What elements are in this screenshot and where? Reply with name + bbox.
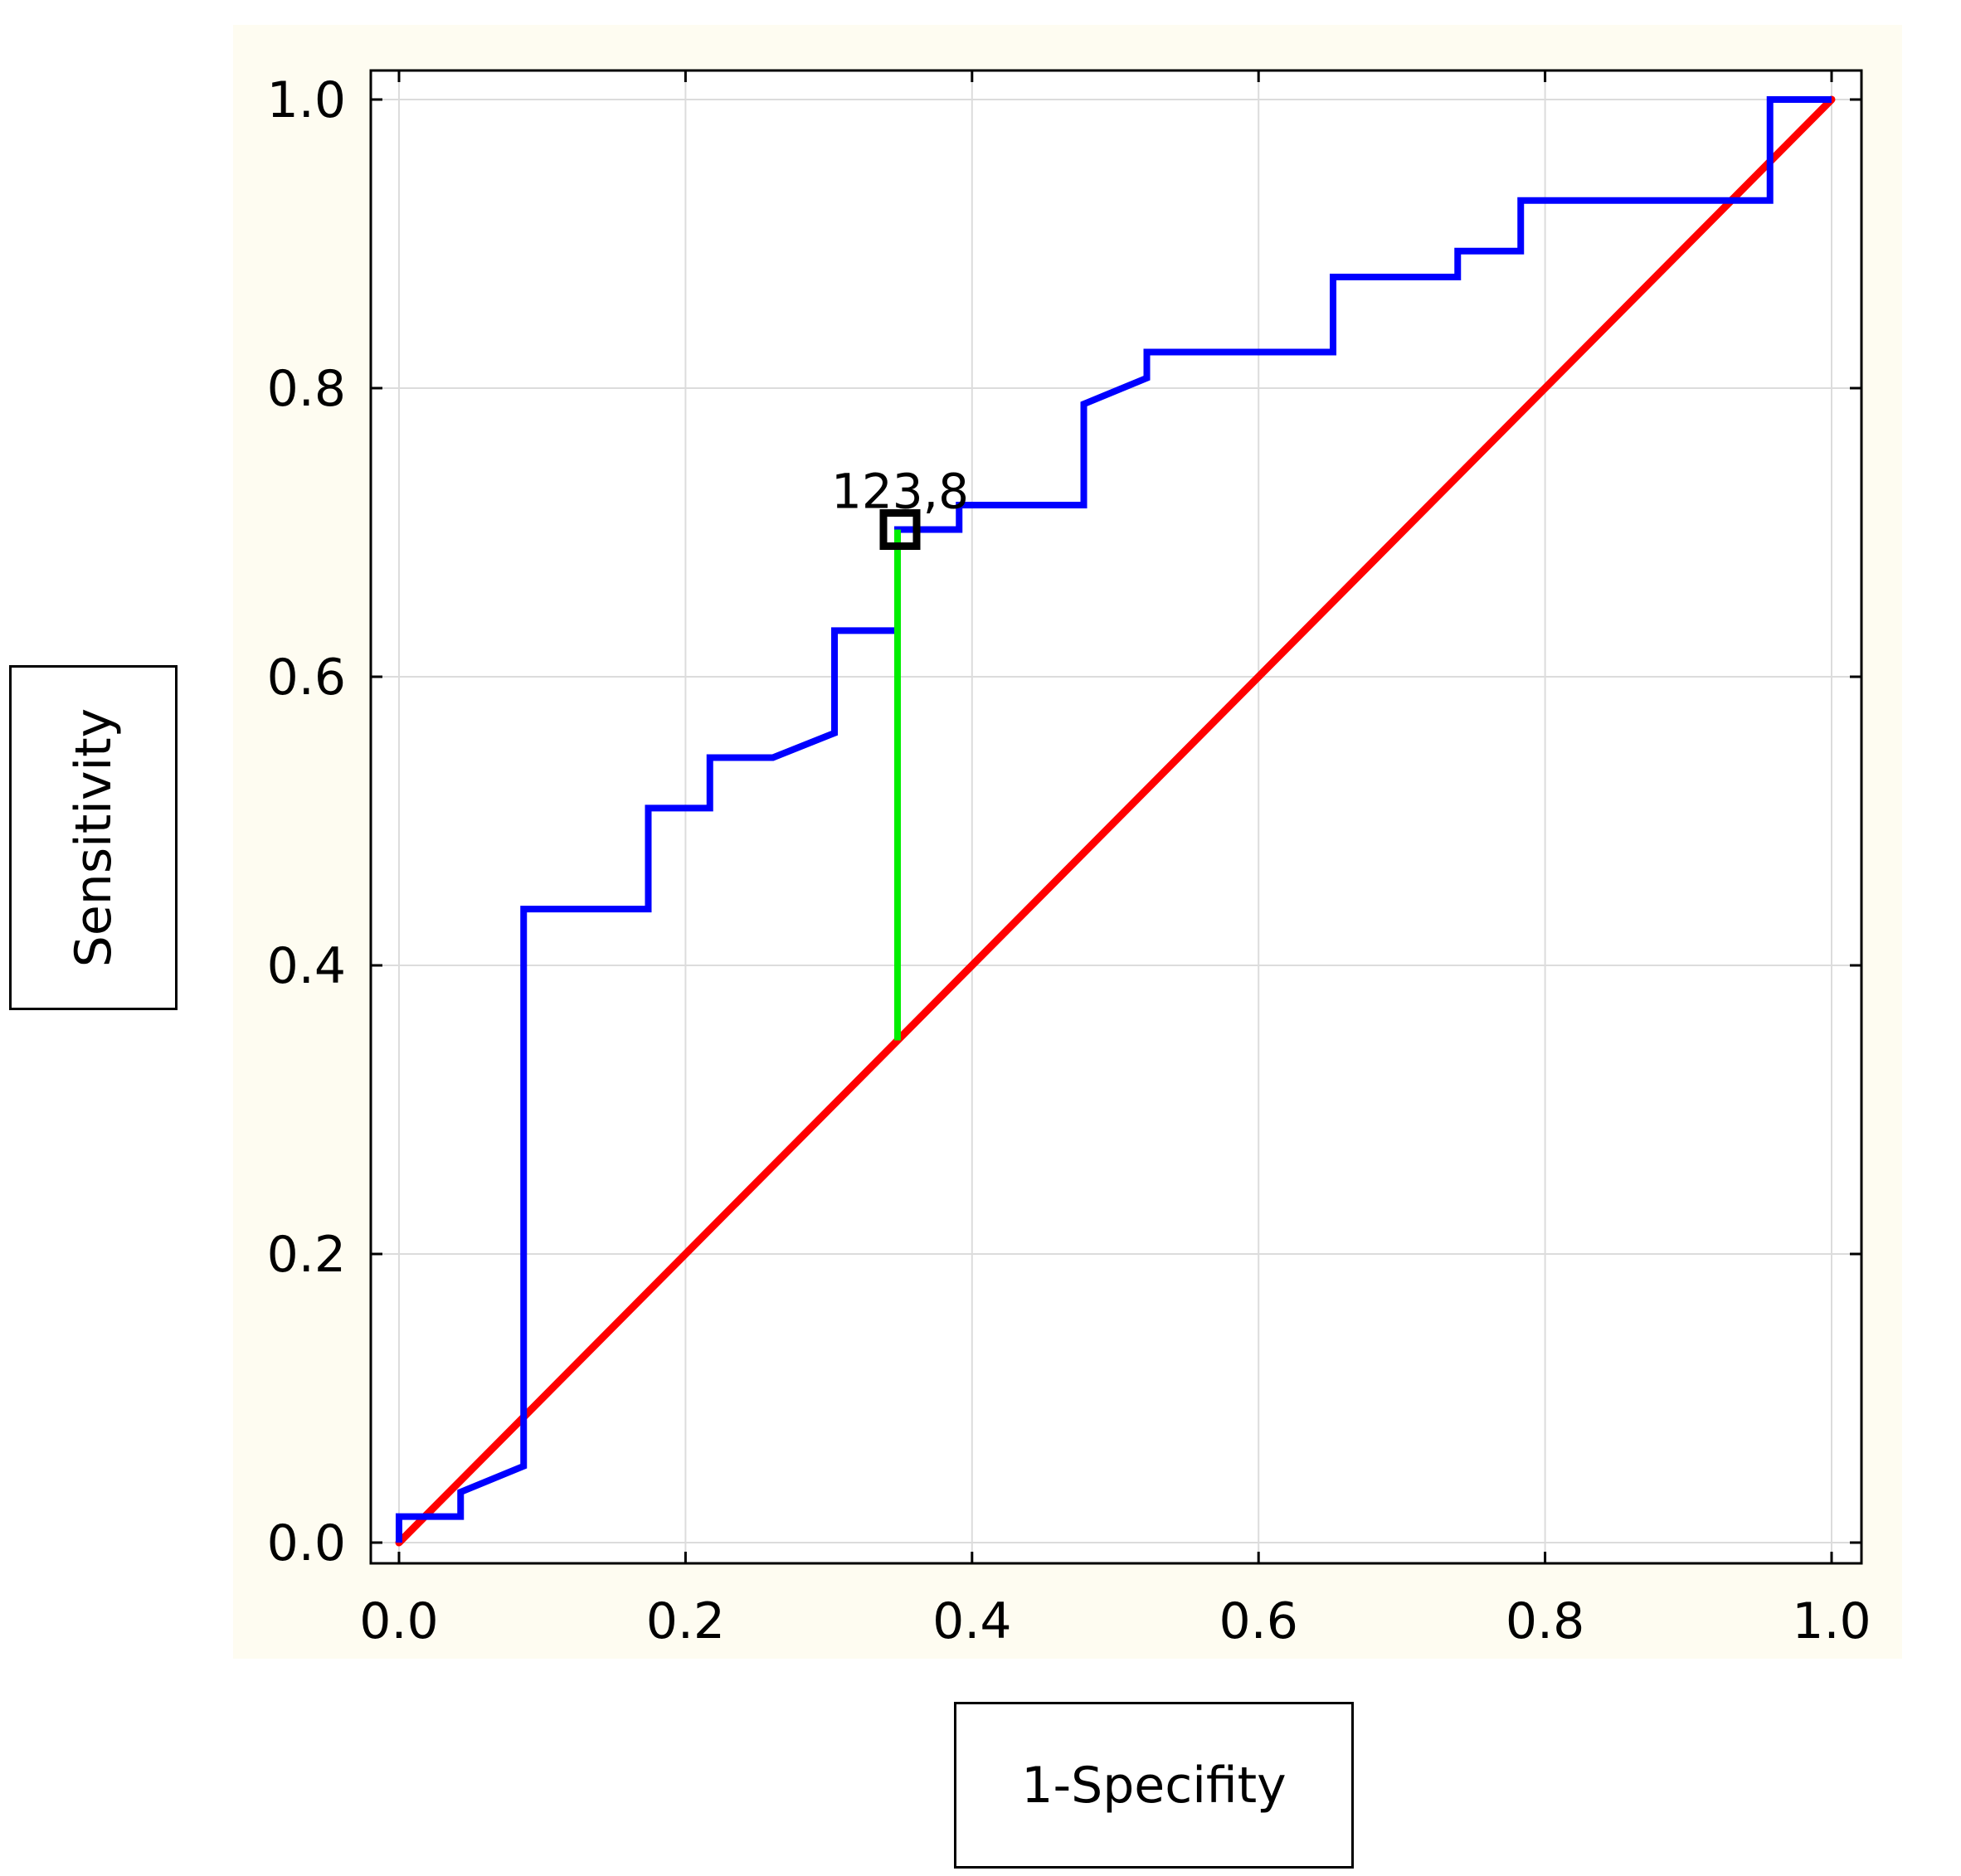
y-tick-label-5: 1.0: [267, 71, 346, 129]
x-tick-label-4: 0.8: [1506, 1592, 1584, 1650]
reference-line: [395, 95, 1836, 1547]
y-tick-label-1: 0.2: [267, 1226, 346, 1284]
chart-panel: 0.0 0.2 0.4 0.6 0.8 1.0 0.0 0.2 0.4 0.6 0.8 1.0 12…: [233, 25, 1902, 1659]
x-tick-label-2: 0.4: [932, 1592, 1011, 1650]
ticks: [371, 70, 1861, 1563]
x-tick-label-1: 0.2: [646, 1592, 725, 1650]
cutoff-marker: [879, 509, 921, 551]
y-axis-label: Sensitivity: [64, 707, 123, 968]
marker-layer: [879, 509, 921, 551]
x-tick-label-3: 0.6: [1219, 1592, 1297, 1650]
roc-layer: [396, 96, 1832, 1543]
x-axis-label-box: 1-Specifity: [954, 1702, 1354, 1869]
plot-frame: [369, 69, 1863, 1565]
cutoff-label: 123,8: [831, 464, 969, 520]
roc-curve: [396, 96, 1832, 1543]
x-tick-label-0: 0.0: [359, 1592, 438, 1650]
annotations: 123,8: [831, 464, 969, 520]
y-tick-label-0: 0.0: [267, 1514, 346, 1572]
reference-layer: [395, 95, 1836, 1547]
y-tick-label-3: 0.6: [267, 649, 346, 707]
y-tick-label-4: 0.8: [267, 360, 346, 418]
y-tick-label-2: 0.4: [267, 937, 346, 995]
x-axis-label: 1-Specifity: [1021, 1756, 1287, 1815]
x-tick-label-5: 1.0: [1792, 1592, 1871, 1650]
y-tick-labels: 0.0 0.2 0.4 0.6 0.8 1.0: [267, 71, 346, 1572]
x-tick-labels: 0.0 0.2 0.4 0.6 0.8 1.0: [359, 1592, 1871, 1650]
y-axis-label-box: Sensitivity: [9, 665, 178, 1010]
